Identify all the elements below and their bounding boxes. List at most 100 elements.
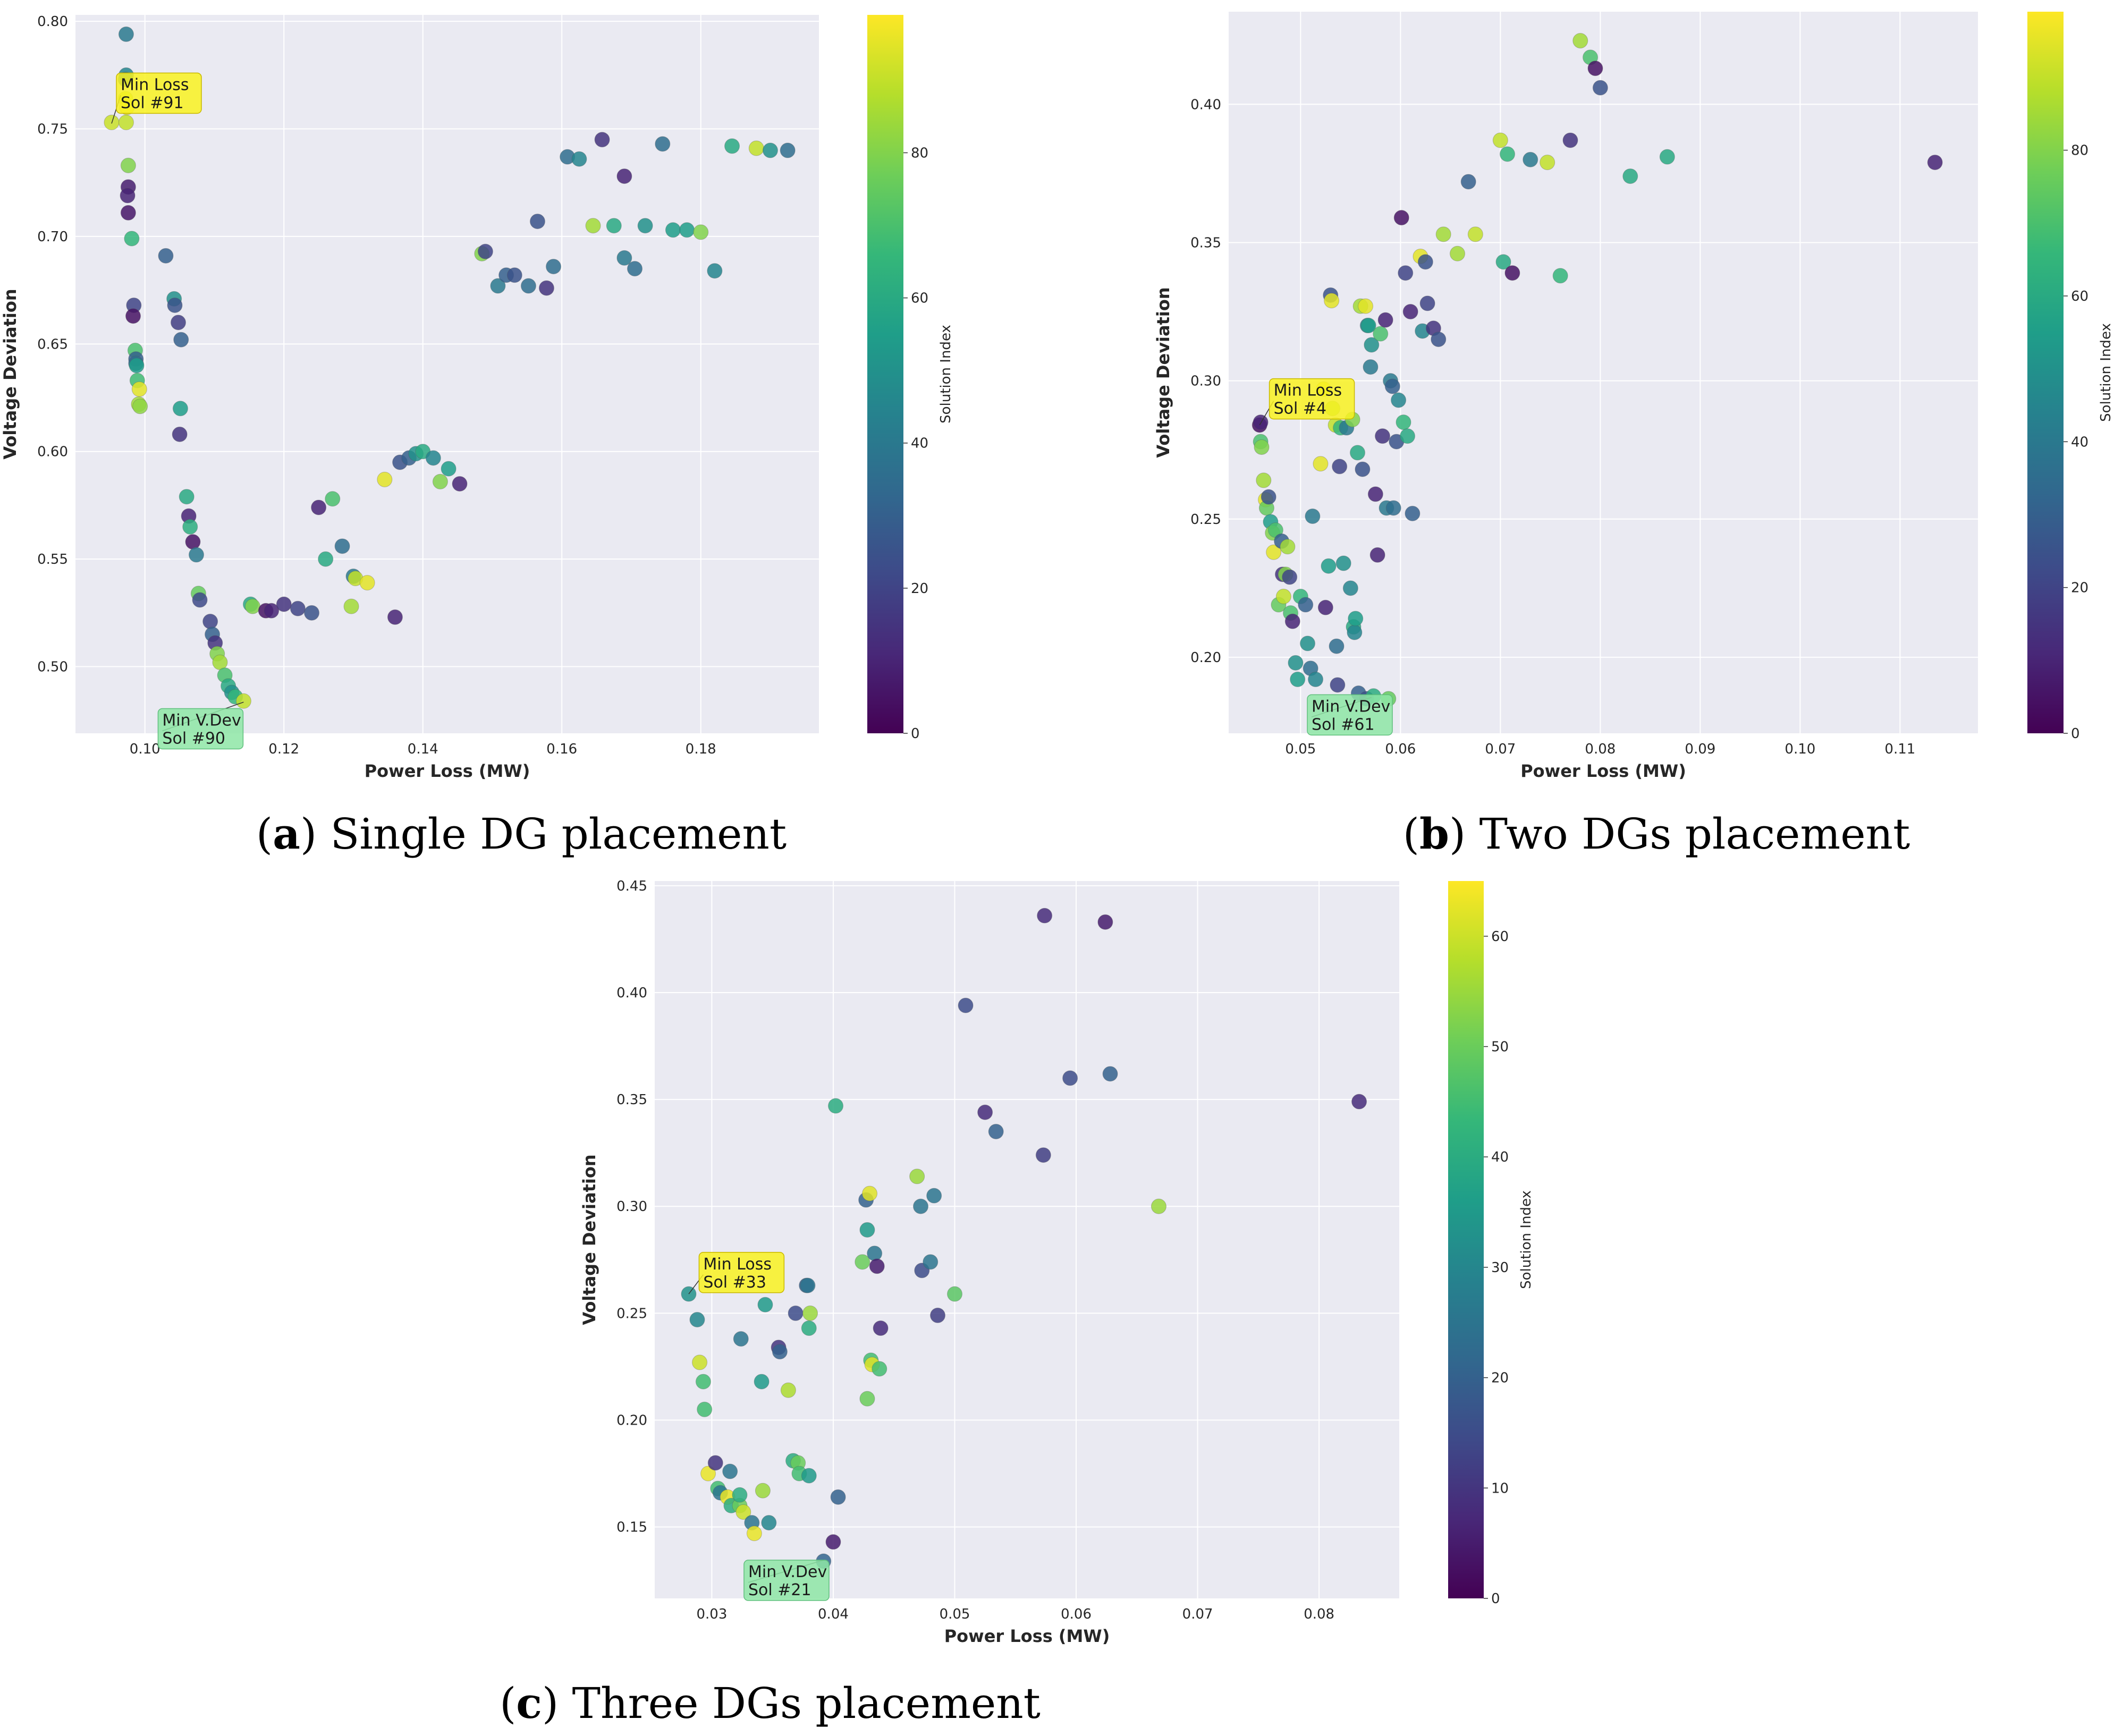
data-point <box>1097 914 1113 930</box>
y-tick-label: 0.30 <box>616 1199 647 1215</box>
data-point <box>830 1489 846 1505</box>
colorbar-tick-label: 60 <box>2071 289 2088 304</box>
colorbar <box>867 15 903 733</box>
data-point <box>1523 151 1538 167</box>
data-point <box>1300 636 1316 651</box>
data-point <box>1572 33 1588 49</box>
data-point <box>1398 265 1414 281</box>
data-point <box>909 1168 925 1184</box>
data-point <box>923 1254 938 1270</box>
data-point <box>1298 597 1314 613</box>
data-point <box>1435 226 1451 242</box>
plot-area <box>655 881 1399 1598</box>
data-point <box>1282 569 1298 585</box>
data-point <box>1367 486 1383 502</box>
annotation-text: Sol #90 <box>162 729 225 748</box>
data-point <box>1256 472 1272 488</box>
data-point <box>873 1320 889 1336</box>
data-point <box>772 1344 788 1360</box>
data-point <box>801 1320 817 1336</box>
data-point <box>1266 544 1282 560</box>
colorbar-tick-label: 60 <box>911 291 928 307</box>
data-point <box>173 332 189 348</box>
data-point <box>120 188 136 204</box>
data-point <box>780 1382 796 1398</box>
data-point <box>679 222 695 238</box>
colorbar-label: Solution Index <box>1518 1190 1534 1289</box>
data-point <box>1592 80 1608 96</box>
x-tick-label: 0.10 <box>1785 741 1815 757</box>
scatter-points <box>681 908 1367 1569</box>
data-point <box>1384 378 1400 394</box>
data-point <box>585 218 601 234</box>
data-point <box>359 575 375 591</box>
data-point <box>1347 624 1363 640</box>
annotation-box <box>698 1252 785 1293</box>
data-point <box>1350 445 1366 461</box>
subfigure-caption: (a) Single DG placement <box>256 809 787 859</box>
data-point <box>761 1515 777 1531</box>
data-point <box>930 1307 946 1323</box>
data-point <box>189 547 205 563</box>
data-point <box>1358 298 1374 314</box>
scatter-points <box>104 26 796 709</box>
annotation-box <box>116 72 202 114</box>
data-point <box>1360 318 1376 334</box>
data-point <box>1254 439 1270 455</box>
colorbar-tick-label: 30 <box>1491 1260 1509 1276</box>
data-point <box>1504 265 1520 281</box>
annotation-box <box>1269 378 1355 420</box>
data-point <box>529 214 545 230</box>
data-point <box>387 609 403 625</box>
caption-letter: c <box>516 1678 542 1728</box>
data-point <box>606 218 622 234</box>
colorbar-tick-label: 50 <box>1491 1039 1509 1055</box>
x-tick-label: 0.05 <box>1285 741 1316 757</box>
y-tick-label: 0.70 <box>37 229 68 245</box>
annotation-box <box>743 1560 830 1601</box>
data-point <box>828 1098 844 1114</box>
annotation-text: Min V.Dev <box>162 711 241 730</box>
x-tick-label: 0.03 <box>696 1606 727 1622</box>
data-point <box>264 603 280 619</box>
data-point <box>1335 555 1351 571</box>
data-point <box>700 1466 716 1481</box>
data-point <box>762 142 778 158</box>
plot-area <box>1229 12 1978 733</box>
data-point <box>425 450 441 466</box>
data-point <box>872 1361 887 1377</box>
data-point <box>124 231 140 247</box>
data-point <box>977 1104 993 1120</box>
data-point <box>172 426 188 442</box>
x-tick-label: 0.07 <box>1485 741 1516 757</box>
data-point <box>655 136 671 152</box>
data-point <box>1280 539 1296 555</box>
annotation-text: Sol #21 <box>748 1581 811 1599</box>
data-point <box>1500 146 1516 162</box>
data-point <box>131 381 147 397</box>
y-axis-label: Voltage Deviation <box>1153 287 1173 458</box>
chart-two-dgs: 0.05 0.06 0.07 0.08 0.09 0.10 0.11 0.20 0.25 0.30… <box>1153 12 2114 859</box>
data-point <box>988 1123 1004 1139</box>
data-point <box>724 138 740 154</box>
annotation-text: Sol #61 <box>1312 715 1375 734</box>
data-point <box>185 534 201 550</box>
x-tick-label: 0.04 <box>818 1606 849 1622</box>
data-point <box>735 1504 751 1520</box>
data-point <box>1417 254 1433 270</box>
data-point <box>1308 672 1324 688</box>
caption-text: Two DGs placement <box>1466 809 1910 859</box>
data-point <box>1369 547 1385 563</box>
data-point <box>733 1331 749 1347</box>
colorbar-tick-label: 0 <box>1491 1591 1500 1607</box>
data-point <box>707 1455 723 1471</box>
data-point <box>179 489 195 505</box>
y-axis-label: Voltage Deviation <box>579 1154 599 1325</box>
data-point <box>1373 326 1389 342</box>
y-tick-label: 0.15 <box>616 1520 647 1536</box>
scatter-points <box>1252 33 1943 707</box>
colorbar-tick-label: 20 <box>911 581 928 597</box>
data-point <box>167 297 183 313</box>
y-tick-label: 0.55 <box>37 552 68 568</box>
